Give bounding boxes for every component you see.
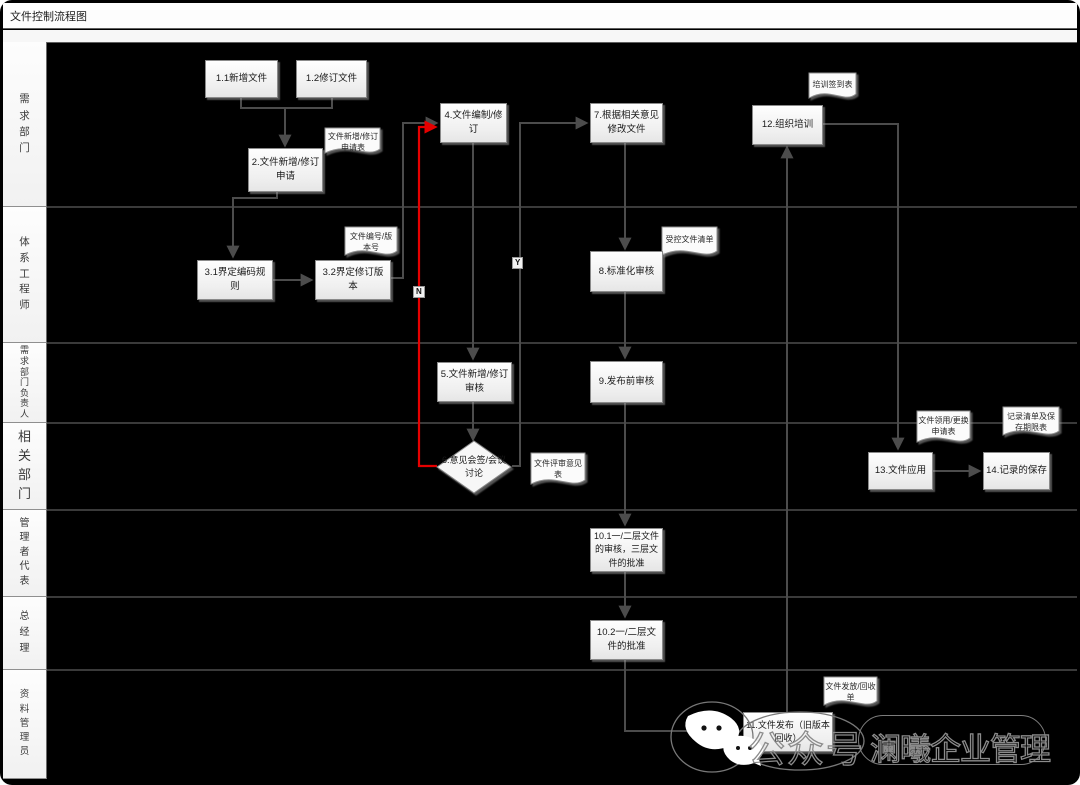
flow-step-10-2: 10.2一/二层文件的批准	[590, 620, 663, 660]
lane-system-engineer-label: 体系工程师	[19, 236, 30, 312]
doc-review-form: 文件评审意见表	[534, 459, 582, 479]
diagram-title-bar: 文件控制流程图	[3, 3, 1077, 29]
lane-related-dept-label: 相关部门	[17, 429, 31, 501]
lane-management-rep: 管理者代表	[3, 510, 47, 597]
doc-controlled-list: 受控文件清单	[665, 235, 714, 244]
doc-number-form: 文件编号/版本号	[349, 232, 393, 252]
lane-boundary-lines	[47, 206, 1077, 671]
lane-demand-dept: 需求部门	[3, 42, 47, 207]
flow-step-13: 13.文件应用	[868, 452, 933, 490]
doc-apply-form: 文件新增/修订申请表	[327, 132, 379, 152]
document-shapes	[324, 72, 1060, 706]
flow-step-1-2: 1.2修订文件	[296, 60, 367, 98]
lane-general-manager: 总经理	[3, 597, 47, 670]
wechat-icon	[670, 701, 865, 773]
flow-step-12: 12.组织培训	[752, 105, 823, 145]
flow-step-14: 14.记录的保存	[983, 452, 1050, 490]
watermark-brand-text: 澜曦企业管理	[869, 731, 1051, 767]
lane-general-manager-label: 总经理	[19, 611, 30, 654]
doc-training-signin: 培训签到表	[812, 80, 853, 89]
flow-step-8: 8.标准化审核	[590, 251, 663, 292]
watermark-brand-outline	[858, 715, 1046, 765]
flow-step-5: 5.文件新增/修订审核	[437, 362, 512, 402]
flow-step-3-1: 3.1界定编码规则	[197, 260, 273, 300]
phase-band	[3, 30, 1077, 43]
flow-step-3-2: 3.2界定修订版本	[315, 260, 391, 300]
decision-no-label: N	[413, 286, 425, 298]
flow-step-1-1: 1.1新增文件	[205, 60, 278, 98]
lane-related-dept: 相关部门	[3, 423, 47, 510]
lane-system-engineer: 体系工程师	[3, 207, 47, 343]
lane-demand-dept-head-label: 需求部门负责人	[19, 345, 29, 420]
flow-step-2: 2.文件新增/修订申请	[248, 148, 323, 192]
doc-record-list: 记录清单及保存期限表	[1007, 412, 1055, 432]
lane-management-rep-label: 管理者代表	[19, 517, 30, 587]
flow-step-6-decision: 6.意见会签/会议讨论	[441, 455, 506, 478]
doc-issue-form: 文件发放/回收单	[825, 682, 876, 702]
lane-data-admin: 资料管理员	[3, 670, 47, 779]
lane-data-admin-label: 资料管理员	[19, 689, 30, 758]
decision-diamond-shape	[436, 440, 512, 494]
lane-demand-dept-head: 需求部门负责人	[3, 343, 47, 423]
flow-connectors	[226, 98, 982, 738]
doc-borrow-form: 文件领用/更换申请表	[918, 416, 969, 436]
flow-step-9: 9.发布前审核	[590, 361, 663, 403]
diagram-title: 文件控制流程图	[10, 10, 87, 23]
flow-step-4: 4.文件编制/修订	[440, 103, 507, 143]
lane-demand-dept-label: 需求部门	[19, 93, 30, 155]
watermark-badge-text: 公众号	[747, 728, 865, 770]
decision-yes-label: Y	[512, 257, 524, 269]
flow-step-10-1: 10.1一/二层文件的审核，三层文件的批准	[590, 528, 663, 572]
flow-step-7: 7.根据相关意见修改文件	[590, 103, 663, 143]
